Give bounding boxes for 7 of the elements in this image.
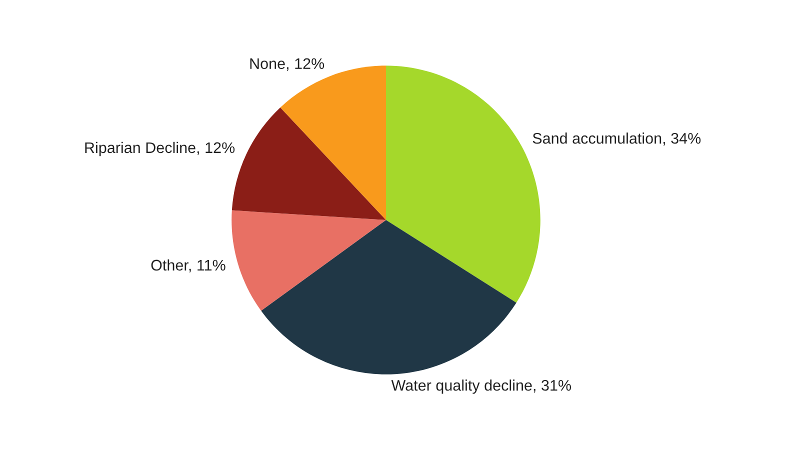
pie-slice xyxy=(232,210,386,311)
slice-label: Riparian Decline, 12% xyxy=(85,142,235,156)
pie-slice xyxy=(261,220,516,374)
slice-label: Sand accumulation, 34% xyxy=(532,132,701,146)
slice-label: Water quality decline, 31% xyxy=(391,380,571,394)
slice-label: Other, 11% xyxy=(151,259,226,272)
slice-label: None, 12% xyxy=(250,58,324,71)
